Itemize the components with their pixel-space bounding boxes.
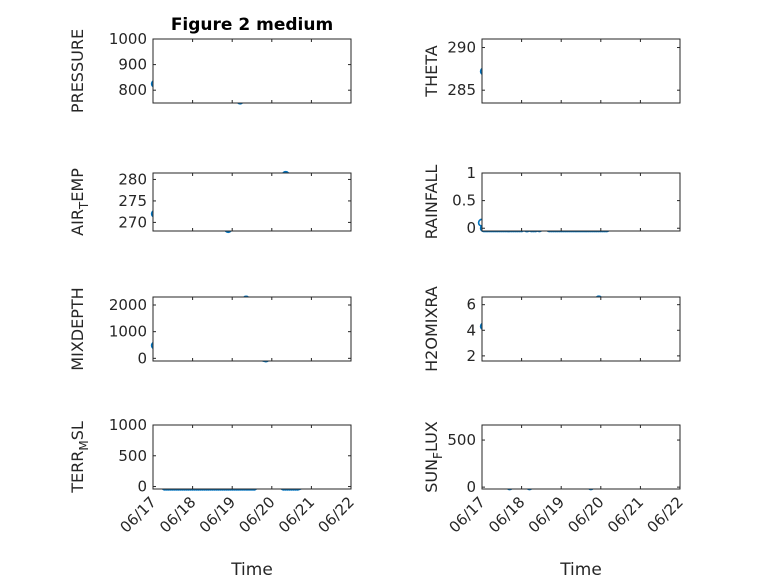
y-axis-label-main: H2OMIXRA — [422, 286, 441, 372]
y-tick-label: 1000 — [109, 30, 147, 48]
x-tick-label: 06/17 — [117, 493, 160, 536]
axes-frame — [481, 296, 681, 362]
y-axis-label: AIRTEMP — [68, 168, 91, 236]
x-tick-label: 06/22 — [644, 493, 687, 536]
y-tick-label: 800 — [118, 81, 147, 99]
y-tick-label: 2 — [466, 347, 476, 365]
x-tick-label: 06/20 — [564, 493, 607, 536]
y-tick-label: 500 — [447, 431, 476, 449]
y-axis-label: PRESSURE — [68, 29, 87, 113]
y-axis-label-rest: EMP — [68, 168, 87, 202]
y-axis-label-main: RAINFALL — [422, 165, 441, 240]
subplot-mixdepth: 0 1000 2000 MIXDEPTH — [68, 287, 352, 371]
subplot-terr: 0 500 1000 TERRMSL 06/1706/1806/1906/2006/21… — [68, 416, 358, 580]
y-tick-label: 290 — [447, 39, 476, 57]
axes-frame — [152, 172, 352, 232]
x-tick-label: 06/20 — [235, 493, 278, 536]
y-axis-label: SUNFLUX — [422, 421, 445, 493]
y-tick-label: 0 — [137, 349, 147, 367]
axes-frame — [481, 38, 681, 104]
y-axis-label: THETA — [422, 45, 441, 97]
y-axis-label-main: SUN — [422, 459, 441, 493]
y-axis-label-main: MIXDEPTH — [68, 287, 87, 370]
y-tick-label: 280 — [118, 170, 147, 188]
y-axis-label: TERRMSL — [68, 421, 91, 494]
y-tick-label: 0 — [137, 478, 147, 496]
y-tick-label: 1000 — [109, 416, 147, 434]
y-axis-label-main: PRESSURE — [68, 29, 87, 113]
y-axis-label-subscript: M — [77, 440, 91, 450]
subplot-theta: 285 290 THETA — [422, 38, 681, 104]
y-tick-label: 6 — [466, 296, 476, 314]
x-tick-label: 06/18 — [485, 493, 528, 536]
subplot-sun: 0500SUNFLUX06/1706/1806/1906/2006/2106/2… — [422, 421, 687, 580]
axes-frame — [481, 172, 681, 232]
y-tick-label: 1000 — [109, 323, 147, 341]
y-axis-label-subscript: F — [431, 452, 445, 459]
y-tick-label: 1 — [466, 164, 476, 182]
y-axis-label-main: THETA — [422, 45, 441, 97]
axes-frame — [152, 38, 352, 104]
x-tick-label: 06/21 — [604, 493, 647, 536]
y-axis-label: MIXDEPTH — [68, 287, 87, 370]
y-tick-label: 0 — [466, 219, 476, 237]
axes-frame — [152, 296, 352, 362]
x-tick-label: 06/21 — [275, 493, 318, 536]
x-axis-label: Time — [559, 560, 602, 580]
x-tick-label: 06/22 — [315, 493, 358, 536]
y-axis-label-rest: LUX — [422, 421, 441, 452]
y-axis-label-main: AIR — [68, 209, 87, 236]
y-tick-label: 0 — [466, 478, 476, 496]
axes-frame — [152, 424, 352, 490]
y-tick-label: 275 — [118, 192, 147, 210]
y-tick-label: 0.5 — [452, 192, 476, 210]
y-tick-label: 4 — [466, 321, 476, 339]
y-axis-label-rest: SL — [68, 421, 87, 440]
y-tick-label: 500 — [118, 447, 147, 465]
x-tick-label: 06/19 — [196, 493, 239, 536]
y-axis-label-subscript: T — [77, 201, 91, 210]
y-tick-label: 285 — [447, 81, 476, 99]
subplot-rainfall: 0 0.5 1 RAINFALL — [422, 164, 681, 240]
y-axis-label-main: TERR — [68, 451, 87, 494]
x-axis-label: Time — [230, 560, 273, 580]
x-tick-label: 06/18 — [156, 493, 199, 536]
y-axis-label: H2OMIXRA — [422, 286, 441, 372]
x-tick-label: 06/19 — [525, 493, 568, 536]
y-tick-label: 900 — [118, 56, 147, 74]
subplot-pressure: 800 900 1000 PRESSURE — [68, 29, 352, 113]
y-tick-label: 2000 — [109, 296, 147, 314]
y-axis-label: RAINFALL — [422, 165, 441, 240]
subplot-air: 270 275 280 AIRTEMP — [68, 168, 352, 236]
x-tick-label: 06/17 — [446, 493, 489, 536]
axes-frame — [481, 424, 681, 490]
y-tick-label: 270 — [118, 213, 147, 231]
figure-title: Figure 2 medium — [171, 15, 333, 35]
subplot-h2omixra: 2 4 6 H2OMIXRA — [422, 286, 681, 372]
